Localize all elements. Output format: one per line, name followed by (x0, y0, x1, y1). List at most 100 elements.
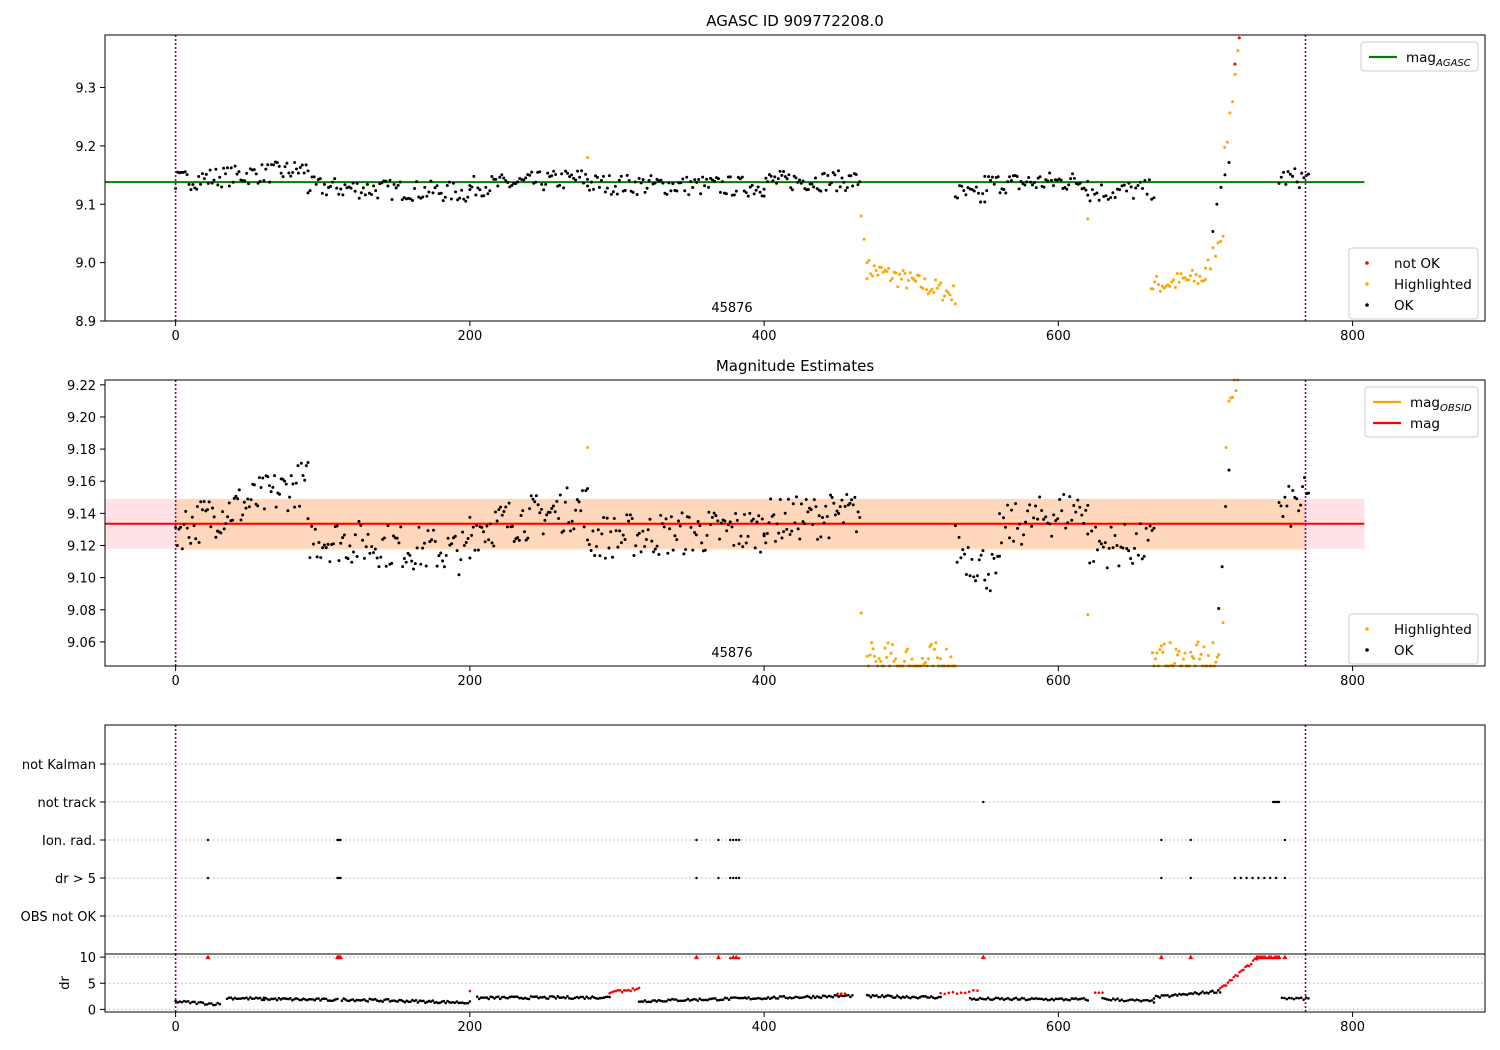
legend-box (1348, 247, 1479, 320)
x-tick-label: 800 (1340, 329, 1365, 344)
flag-point (1189, 838, 1192, 842)
dr-point (457, 1001, 461, 1005)
data-point (435, 564, 439, 568)
data-point (974, 579, 978, 583)
data-point (239, 518, 243, 522)
data-point (1281, 514, 1285, 518)
data-point (439, 551, 443, 555)
data-point (972, 575, 976, 579)
data-point (1216, 241, 1220, 245)
data-point (948, 293, 952, 297)
dr-point (817, 995, 821, 999)
data-point (613, 184, 617, 188)
dr-point (982, 997, 986, 1001)
data-point (728, 175, 732, 179)
data-point (346, 557, 350, 561)
dr-point (659, 999, 662, 1002)
x-tick-label: 600 (1046, 1020, 1071, 1035)
data-point (1008, 175, 1012, 179)
flag-point (695, 838, 698, 842)
data-point (603, 190, 607, 194)
data-point (506, 180, 510, 184)
data-point (226, 515, 230, 519)
dr-point (880, 994, 884, 997)
data-point (791, 502, 795, 506)
dr-point (479, 996, 483, 999)
data-point (1129, 185, 1133, 189)
dr-point (422, 999, 425, 1003)
data-point (294, 481, 298, 485)
data-point (876, 273, 880, 277)
data-point (1067, 183, 1071, 187)
data-point (1120, 184, 1124, 188)
dr-point (184, 1000, 188, 1003)
dr-point (569, 997, 573, 1001)
dr-point (241, 996, 244, 1000)
data-point (495, 519, 499, 523)
dr-point (514, 995, 517, 999)
dr-point (189, 1001, 192, 1005)
data-point (1234, 389, 1238, 393)
data-point (968, 574, 972, 578)
data-point (264, 167, 268, 171)
data-point (748, 185, 752, 189)
dr-point (631, 987, 635, 990)
data-point (1072, 176, 1076, 180)
data-point (1277, 181, 1281, 185)
dr-point (464, 1001, 468, 1005)
dr-point (782, 994, 786, 998)
data-point (1094, 525, 1098, 529)
dr-point (1220, 985, 1224, 988)
data-point (1101, 545, 1105, 549)
dr-point (1111, 997, 1115, 1000)
data-point (780, 173, 784, 177)
dr-point (1042, 998, 1046, 1001)
data-point (635, 193, 639, 197)
dr-point (589, 996, 592, 1000)
data-point (1012, 539, 1016, 543)
data-point (295, 167, 299, 171)
data-point (697, 177, 701, 181)
data-point (350, 560, 354, 564)
data-point (1198, 274, 1202, 278)
dr-point (1285, 997, 1289, 1001)
dr-point (988, 998, 992, 1001)
data-point (1211, 230, 1215, 234)
data-point (185, 173, 189, 177)
dr-point (373, 997, 377, 1001)
data-point (542, 188, 546, 192)
dr-point (647, 1000, 651, 1004)
data-point (1172, 278, 1176, 282)
dr-point (618, 988, 622, 992)
data-point (1209, 267, 1213, 271)
data-point (1072, 503, 1076, 507)
data-point (872, 264, 876, 268)
data-point (664, 517, 668, 521)
data-point (184, 509, 188, 513)
dr-point (1020, 996, 1024, 1000)
data-point (777, 531, 781, 535)
data-point (1109, 196, 1113, 200)
data-point (1133, 546, 1137, 550)
data-point (179, 525, 183, 529)
data-point (1285, 504, 1289, 508)
data-point (1170, 280, 1174, 284)
data-point (883, 646, 887, 650)
dr-point (747, 996, 750, 999)
data-point (195, 187, 199, 191)
data-point (522, 178, 526, 182)
data-point (835, 189, 839, 193)
data-point (1152, 526, 1156, 530)
data-point (1291, 489, 1295, 493)
data-point (373, 547, 377, 551)
data-point (614, 529, 618, 533)
dr-point (416, 1001, 420, 1004)
dr-point (959, 991, 963, 995)
dr-point (355, 998, 359, 1002)
data-point (266, 475, 270, 479)
data-point (1090, 529, 1094, 533)
data-point (659, 513, 663, 517)
dr-point (903, 996, 907, 999)
dr-point (717, 998, 721, 1002)
data-point (553, 510, 557, 514)
